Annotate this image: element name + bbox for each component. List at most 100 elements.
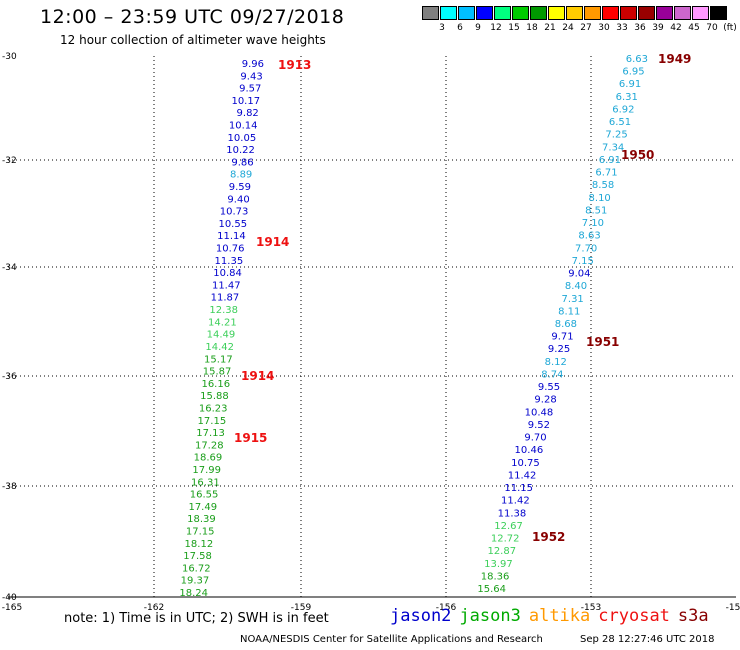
lat-tick-label: -30 (2, 52, 17, 62)
legend-swatch (710, 6, 727, 20)
wave-height-value: 9.43 (240, 71, 262, 82)
wave-height-value: 15.88 (200, 391, 229, 402)
map-subtitle: 12 hour collection of altimeter wave hei… (60, 33, 326, 47)
units-note: note: 1) Time is in UTC; 2) SWH is in fe… (64, 611, 329, 626)
legend-label: 36 (634, 23, 646, 33)
pass-time-label: 1949 (658, 52, 691, 66)
legend-label: 42 (670, 23, 682, 33)
legend-label: 33 (616, 23, 628, 33)
wave-height-value: 8.89 (230, 170, 252, 181)
wave-height-value: 10.48 (525, 407, 554, 418)
legend-swatch (602, 6, 619, 20)
wave-height-value: 19.37 (181, 576, 210, 587)
wave-height-value: 9.04 (568, 269, 590, 280)
wave-height-value: 10.73 (220, 207, 249, 218)
wave-height-value: 8.74 (541, 370, 563, 381)
wave-height-value: 12.67 (494, 521, 523, 532)
lon-tick-label: -159 (291, 603, 312, 613)
wave-height-value: 9.52 (528, 420, 550, 431)
wave-height-value: 9.40 (227, 194, 249, 205)
wave-height-value: 18.36 (481, 571, 510, 582)
wave-height-value: 9.55 (538, 382, 560, 393)
wave-height-value: 13.97 (484, 559, 513, 570)
lat-tick-label: -40 (2, 593, 17, 603)
legend-swatch (584, 6, 601, 20)
wave-height-value: 10.05 (228, 133, 257, 144)
wave-height-value: 15.64 (477, 584, 506, 595)
wave-height-value: 10.84 (213, 268, 242, 279)
wave-height-value: 6.51 (609, 117, 631, 128)
legend-swatch (620, 6, 637, 20)
wave-height-value: 11.14 (217, 231, 246, 242)
legend-label: 27 (580, 23, 592, 33)
wave-height-value: 16.55 (190, 490, 219, 501)
pass-time-label: 1914 (241, 369, 274, 383)
legend-label: 45 (688, 23, 700, 33)
wave-height-value: 14.49 (207, 330, 236, 341)
legend-swatch (512, 6, 529, 20)
wave-height-value: 12.87 (487, 546, 516, 557)
wave-height-value: 18.24 (179, 588, 208, 599)
wave-height-value: 18.39 (187, 514, 216, 525)
lat-tick-label: -34 (2, 263, 17, 273)
wave-height-value: 8.63 (578, 231, 600, 242)
wave-height-value: 17.28 (195, 440, 224, 451)
wave-height-value: 17.15 (186, 527, 215, 538)
wave-height-value: 9.70 (524, 433, 546, 444)
wave-height-value: 9.25 (548, 344, 570, 355)
wave-height-value: 6.91 (599, 155, 621, 166)
lon-tick-label: -162 (144, 603, 164, 613)
satellite-name: jason3 (459, 606, 521, 626)
legend-swatch (494, 6, 511, 20)
wave-height-value: 15.17 (204, 354, 233, 365)
wave-height-value: 7.31 (562, 294, 584, 305)
wave-height-value: 8.11 (558, 306, 580, 317)
wave-height-value: 6.92 (612, 105, 634, 116)
wave-height-value: 17.15 (198, 416, 227, 427)
wave-height-value: 8.68 (555, 319, 577, 330)
pass-time-label: 1952 (532, 530, 565, 544)
pass-time-label: 1915 (234, 431, 267, 445)
lat-tick-label: -32 (2, 156, 17, 166)
legend-label: 21 (544, 23, 556, 33)
wave-height-value: 9.28 (534, 395, 556, 406)
pass-time-label: 1951 (586, 335, 619, 349)
legend-swatch (674, 6, 691, 20)
wave-height-value: 11.87 (211, 293, 240, 304)
wave-height-value: 8.58 (592, 180, 614, 191)
lon-tick-label: -15 (726, 603, 740, 613)
pass-time-label: 1950 (621, 148, 654, 162)
wave-height-value: 18.12 (185, 539, 214, 550)
satellite-name: s3a (677, 606, 709, 626)
legend-label: 30 (598, 23, 610, 33)
legend-swatch (692, 6, 709, 20)
legend-swatch (422, 6, 439, 20)
wave-height-value: 14.21 (208, 317, 237, 328)
wave-height-value: 6.31 (616, 92, 638, 103)
wave-height-value: 7.70 (575, 243, 597, 254)
satellite-name: altika (528, 606, 591, 626)
wave-height-value: 9.96 (242, 59, 264, 70)
legend-label: (ft) (723, 23, 737, 33)
wave-height-value: 14.42 (205, 342, 234, 353)
wave-height-value: 10.76 (216, 244, 245, 255)
wave-height-value: 10.46 (515, 445, 544, 456)
wave-height-value: 9.71 (551, 332, 573, 343)
wave-height-value: 7.25 (605, 130, 627, 141)
wave-height-value: 6.95 (622, 67, 644, 78)
wave-height-value: 16.31 (191, 477, 220, 488)
generated-timestamp: Sep 28 12:27:46 UTC 2018 (580, 634, 715, 645)
wave-height-value: 11.15 (504, 483, 533, 494)
wave-height-value: 7.34 (602, 142, 624, 153)
legend-swatch (548, 6, 565, 20)
legend-swatch (530, 6, 547, 20)
wave-height-value: 11.42 (501, 496, 530, 507)
legend-label: 70 (706, 23, 718, 33)
wave-height-value: 16.16 (201, 379, 230, 390)
wave-height-value: 7.10 (582, 218, 604, 229)
legend-swatch (566, 6, 583, 20)
wave-height-value: 18.69 (194, 453, 223, 464)
lon-tick-label: -165 (2, 603, 22, 613)
credit-line: NOAA/NESDIS Center for Satellite Applica… (240, 634, 543, 645)
